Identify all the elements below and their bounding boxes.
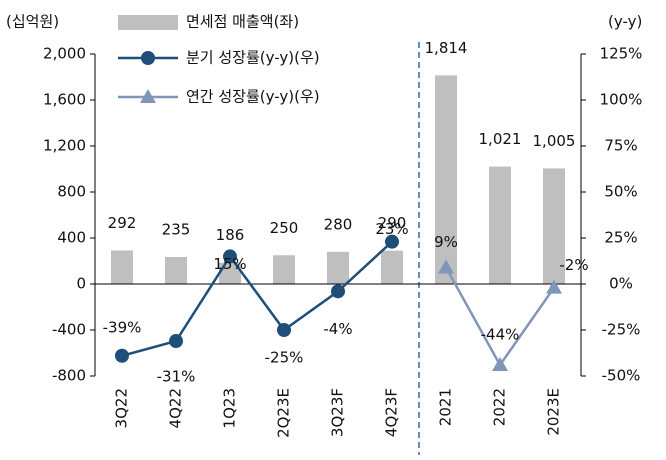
legend-swatch bbox=[118, 15, 178, 30]
marker bbox=[277, 323, 291, 337]
point-label: 9% bbox=[434, 233, 458, 251]
x-tick-label: 3Q22 bbox=[113, 388, 131, 428]
y-tick-label: 0 bbox=[76, 275, 86, 293]
marker bbox=[169, 334, 183, 349]
point-label: -25% bbox=[265, 349, 304, 367]
y2-tick-label: 100% bbox=[600, 91, 643, 109]
y-tick-label: 800 bbox=[57, 183, 86, 201]
y2-axis-label: (y-y) bbox=[608, 13, 642, 31]
y-tick-label: -400 bbox=[52, 321, 86, 339]
y2-tick-label: 125% bbox=[600, 45, 643, 63]
legend-label: 면세점 매출액(좌) bbox=[186, 13, 299, 31]
bar-label: 280 bbox=[324, 215, 353, 233]
x-tick-label: 4Q23F bbox=[383, 388, 401, 437]
y2-tick-label: 75% bbox=[604, 137, 637, 155]
bar bbox=[435, 75, 457, 284]
point-label: -44% bbox=[481, 325, 520, 343]
x-tick-label: 2023E bbox=[545, 388, 563, 436]
x-tick-label: 1Q23 bbox=[221, 388, 239, 428]
marker bbox=[438, 259, 454, 274]
legend-marker bbox=[141, 51, 155, 65]
point-label: -4% bbox=[323, 320, 352, 338]
legend-marker bbox=[140, 89, 156, 103]
y-tick-label: -800 bbox=[52, 367, 86, 385]
point-label: 15% bbox=[213, 255, 246, 273]
y-tick-label: 1,600 bbox=[43, 91, 86, 109]
point-label: -39% bbox=[103, 318, 142, 336]
bar bbox=[165, 256, 187, 284]
marker bbox=[385, 234, 399, 249]
y-axis-label: (십억원) bbox=[6, 13, 59, 31]
bar bbox=[219, 262, 241, 284]
marker bbox=[546, 279, 562, 294]
marker bbox=[492, 356, 508, 371]
legend-label: 연간 성장률(y-y)(우) bbox=[186, 88, 320, 106]
y2-tick-label: 0% bbox=[609, 275, 633, 293]
y2-tick-label: -50% bbox=[602, 367, 641, 385]
y2-tick-label: 25% bbox=[604, 229, 637, 247]
line bbox=[121, 240, 393, 357]
y-tick-label: 2,000 bbox=[43, 45, 86, 63]
bar-label: 290 bbox=[378, 214, 407, 232]
bar-label: 1,021 bbox=[479, 130, 522, 148]
y-tick-label: 1,200 bbox=[43, 137, 86, 155]
legend-label: 분기 성장률(y-y)(우) bbox=[186, 49, 320, 67]
x-tick-label: 3Q23F bbox=[329, 388, 347, 437]
bar bbox=[381, 250, 403, 284]
bar bbox=[327, 251, 349, 284]
bar-label: 186 bbox=[216, 226, 245, 244]
point-label: -31% bbox=[157, 368, 196, 386]
marker bbox=[115, 348, 129, 363]
bar-label: 235 bbox=[162, 220, 191, 238]
bar-label: 250 bbox=[270, 219, 299, 237]
bar bbox=[489, 166, 511, 284]
x-tick-label: 4Q22 bbox=[167, 388, 185, 428]
y2-tick-label: 50% bbox=[604, 183, 637, 201]
bar-label: 1,814 bbox=[425, 39, 468, 57]
bar bbox=[111, 250, 133, 284]
x-tick-label: 2022 bbox=[491, 388, 509, 426]
bar-label: 292 bbox=[108, 214, 137, 232]
x-tick-label: 2021 bbox=[437, 388, 455, 426]
marker bbox=[223, 249, 237, 264]
point-label: -2% bbox=[559, 256, 588, 274]
point-label: 23% bbox=[375, 220, 408, 238]
y-tick-label: 400 bbox=[57, 229, 86, 247]
x-tick-label: 2Q23E bbox=[275, 388, 293, 438]
y2-tick-label: -25% bbox=[602, 321, 641, 339]
marker bbox=[331, 284, 345, 299]
bar bbox=[543, 168, 565, 284]
bar bbox=[273, 255, 295, 284]
bar-label: 1,005 bbox=[533, 132, 576, 150]
